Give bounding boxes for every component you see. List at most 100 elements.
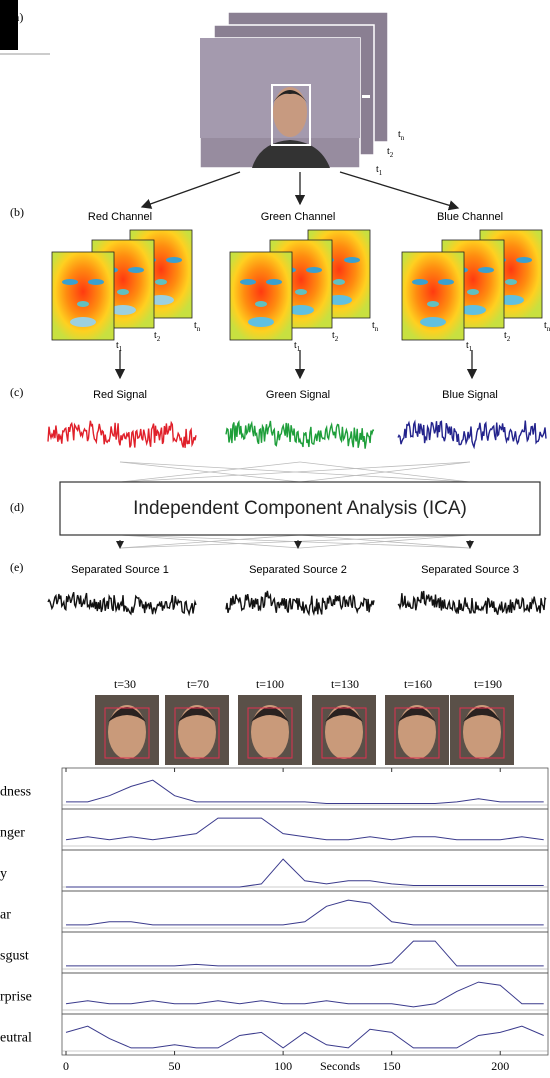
panel-label: (b) <box>10 205 24 219</box>
x-tick-label: 200 <box>491 1059 509 1073</box>
heatmap <box>229 251 293 341</box>
ica-box <box>59 481 541 536</box>
signal-trace <box>47 420 197 448</box>
frame-label: tn <box>544 320 550 332</box>
snapshot-hair <box>398 707 436 722</box>
face-box <box>104 707 150 759</box>
series-label: rprise <box>0 990 32 1005</box>
frame-label: t1 <box>116 340 123 352</box>
frame-label-sub: 1 <box>469 345 473 353</box>
face-box <box>247 707 293 759</box>
hair <box>272 90 308 104</box>
heatmap-mouth <box>326 295 352 305</box>
face-box <box>459 707 505 759</box>
heatmap-nose <box>333 279 345 285</box>
frame-label-base: t <box>466 340 469 351</box>
frame-label: t1 <box>466 340 473 352</box>
row-frame <box>61 849 549 892</box>
series-line <box>66 858 544 888</box>
heatmap-eye <box>240 279 256 285</box>
frame-label-sub: n <box>401 134 405 142</box>
snapshot-face <box>463 705 501 759</box>
frame-label-base: t <box>398 129 401 140</box>
heatmap-eye <box>438 279 454 285</box>
source-trace <box>225 590 375 617</box>
signal-title: Blue Signal <box>442 389 498 401</box>
snapshot-face <box>108 705 146 759</box>
source-title: Separated Source 1 <box>71 564 169 576</box>
heatmap-mouth <box>110 305 136 315</box>
frame-label-base: t <box>294 340 297 351</box>
heatmap-nose <box>255 301 267 307</box>
snapshot-face <box>398 705 436 759</box>
panel-label: (a) <box>10 10 23 24</box>
face-box <box>394 707 440 759</box>
shoulders <box>252 140 330 168</box>
row-frame <box>61 972 549 1015</box>
row-frame <box>61 931 549 974</box>
crop-block <box>0 0 18 50</box>
heatmap-mouth <box>288 305 314 315</box>
head <box>273 87 307 137</box>
frame-label-base: t <box>372 320 375 331</box>
channel-title: Red Channel <box>88 211 152 223</box>
heatmap <box>401 251 465 341</box>
series-label: y <box>0 867 7 882</box>
source-trace <box>47 591 197 617</box>
panel-label: (c) <box>10 385 23 399</box>
heatmap-eye <box>166 257 182 263</box>
heatmap-nose <box>155 279 167 285</box>
frame-label: tn <box>372 320 379 332</box>
frame-label-base: t <box>332 330 335 341</box>
heatmap-mouth <box>460 305 486 315</box>
heatmap-eye <box>266 279 282 285</box>
heatmap <box>51 251 115 341</box>
frame-label-base: t <box>194 320 197 331</box>
frame-label: t2 <box>387 146 394 158</box>
series-label: dness <box>0 785 31 800</box>
series-label: eutral <box>0 1031 32 1046</box>
frame-label: tn <box>398 129 405 141</box>
heatmap-eye <box>412 279 428 285</box>
row-frame <box>61 1013 549 1056</box>
heatmap-mouth <box>248 317 274 327</box>
frame-label-base: t <box>154 330 157 341</box>
snapshot-hair <box>108 707 146 722</box>
snapshot-hair <box>178 707 216 722</box>
frame-label: t1 <box>294 340 301 352</box>
frame-label-base: t <box>387 146 390 157</box>
series-label: ar <box>0 908 11 923</box>
signal-trace <box>225 419 375 449</box>
channel-title: Green Channel <box>261 211 336 223</box>
row-frame <box>61 890 549 933</box>
frame-label-sub: 1 <box>379 169 383 177</box>
heatmap-nose <box>505 279 517 285</box>
heatmap-eye <box>516 257 532 263</box>
series-line <box>66 940 544 967</box>
x-tick-label: 0 <box>63 1059 69 1073</box>
x-tick-label: 150 <box>383 1059 401 1073</box>
series-line <box>66 779 544 804</box>
panel-label: (d) <box>10 500 24 514</box>
snapshot-face <box>251 705 289 759</box>
face-box <box>321 707 367 759</box>
heatmap-eye <box>62 279 78 285</box>
x-axis-label: Seconds <box>320 1059 360 1073</box>
signal-title: Green Signal <box>266 389 330 401</box>
heatmap-eye <box>306 267 322 273</box>
frame-label: t2 <box>332 330 339 342</box>
face-box <box>174 707 220 759</box>
frame-label-sub: 2 <box>335 335 339 343</box>
heatmap-mouth <box>498 295 524 305</box>
snapshot-time: t=160 <box>404 677 432 691</box>
x-tick-label: 50 <box>169 1059 181 1073</box>
heatmap-mouth <box>70 317 96 327</box>
frame-label: t2 <box>504 330 511 342</box>
source-title: Separated Source 3 <box>421 564 519 576</box>
frame-label-base: t <box>376 164 379 175</box>
heatmap-eye <box>128 267 144 273</box>
frame-label-sub: n <box>375 325 379 333</box>
heatmap-eye <box>344 257 360 263</box>
series-label: nger <box>0 826 25 841</box>
